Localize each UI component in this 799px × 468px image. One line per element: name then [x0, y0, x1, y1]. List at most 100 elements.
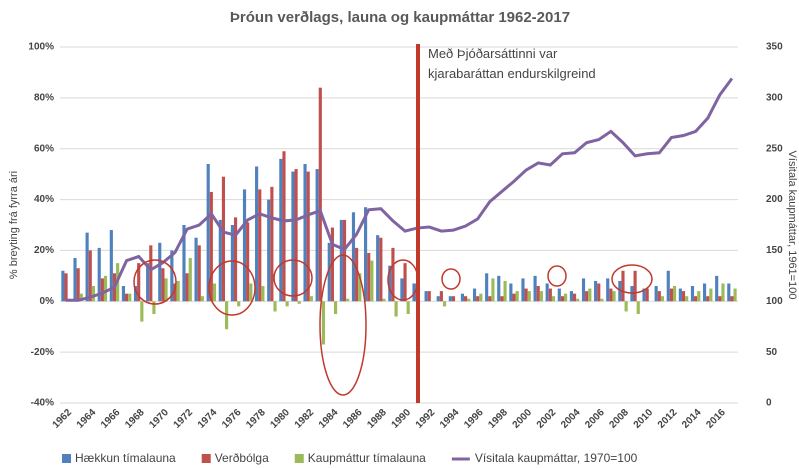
bar	[176, 280, 180, 302]
legend-swatch	[294, 454, 304, 463]
bar	[382, 298, 386, 302]
bar	[467, 298, 471, 302]
bar	[285, 301, 289, 307]
bar	[367, 252, 371, 302]
bar	[261, 286, 265, 302]
annotation-box: Með Þjóðarsáttinni var kjarabaráttan end…	[428, 46, 596, 81]
legend-label: Verðbólga	[215, 451, 269, 465]
y2-axis-label: Vísitala kaupmáttar, 1961=100	[786, 151, 798, 300]
bar	[185, 273, 189, 302]
bar	[406, 301, 410, 314]
bar	[624, 301, 628, 312]
legend: Hækkun tímalauna Verðbólga Kaupmáttur tíma…	[62, 451, 638, 465]
bar	[497, 275, 501, 302]
line-series	[66, 77, 734, 302]
bar	[376, 235, 380, 302]
bar	[194, 237, 198, 302]
bar	[173, 283, 177, 302]
bar	[690, 286, 695, 302]
bar	[309, 296, 313, 302]
bar	[436, 296, 440, 302]
bar	[448, 296, 452, 302]
bar	[618, 280, 622, 302]
bar	[342, 219, 347, 302]
bar	[733, 288, 737, 302]
legend-swatch	[62, 454, 71, 463]
bar	[485, 273, 489, 302]
bar	[161, 268, 165, 302]
x-tick-label: 1962	[51, 407, 75, 431]
bar	[403, 263, 407, 302]
x-tick-label: 2014	[680, 407, 704, 431]
bar	[654, 286, 658, 302]
bar	[327, 242, 331, 302]
legend-swatch	[201, 454, 211, 463]
bar	[509, 283, 513, 302]
bar	[464, 296, 468, 302]
bar	[666, 270, 670, 302]
bar	[346, 298, 350, 302]
bar	[588, 288, 592, 302]
bar	[503, 280, 507, 302]
bar	[451, 296, 456, 302]
highlight	[611, 264, 653, 294]
bar	[351, 212, 356, 302]
bar	[678, 288, 682, 302]
bar	[524, 288, 528, 302]
bar	[133, 286, 138, 302]
bar	[97, 247, 101, 302]
bar	[258, 189, 262, 302]
bar	[321, 301, 326, 345]
bar	[339, 219, 343, 302]
bar	[636, 301, 640, 314]
highlight	[273, 259, 313, 297]
legend-label: Kaupmáttur tímalauna	[308, 451, 426, 465]
bar	[564, 293, 568, 302]
bar	[585, 291, 589, 302]
bar	[657, 291, 661, 302]
y2-tick-label: 50	[766, 347, 778, 358]
highlight	[387, 259, 419, 301]
bar	[137, 263, 141, 302]
bar	[315, 169, 319, 302]
bar	[333, 301, 338, 314]
bar	[330, 227, 334, 302]
bar	[267, 199, 271, 302]
bar	[551, 296, 556, 302]
x-tick-label: 1986	[341, 407, 365, 431]
bar	[273, 301, 277, 312]
x-tick-label: 2000	[511, 407, 535, 431]
bar	[206, 163, 210, 302]
bar	[681, 291, 686, 302]
x-tick-label: 1996	[462, 407, 486, 431]
bar	[170, 250, 174, 302]
bar	[533, 275, 537, 302]
x-tick-label: 1978	[244, 407, 268, 431]
bar	[600, 298, 604, 302]
bar	[672, 286, 677, 302]
bar	[442, 301, 447, 307]
y2-tick-label: 150	[766, 245, 783, 256]
y2-tick-label: 250	[766, 143, 783, 154]
x-tick-label: 1980	[268, 407, 292, 431]
x-tick-label: 1968	[123, 407, 147, 431]
bar	[709, 288, 713, 302]
y-tick-label: 20%	[34, 245, 54, 256]
bar	[218, 219, 222, 302]
bar	[400, 278, 404, 302]
bar	[488, 296, 492, 302]
y-tick-label: -40%	[31, 398, 54, 409]
bar	[706, 296, 710, 302]
bar	[645, 288, 649, 302]
bar	[164, 278, 168, 302]
bar	[609, 288, 613, 302]
bar	[100, 278, 104, 302]
bar	[476, 296, 480, 302]
bar	[303, 163, 307, 302]
x-tick-label: 2012	[656, 407, 680, 431]
y-tick-label: 0%	[40, 296, 55, 307]
x-tick-label: 1988	[365, 407, 389, 431]
bar	[225, 301, 229, 330]
bar	[379, 237, 383, 302]
bar	[569, 291, 573, 302]
